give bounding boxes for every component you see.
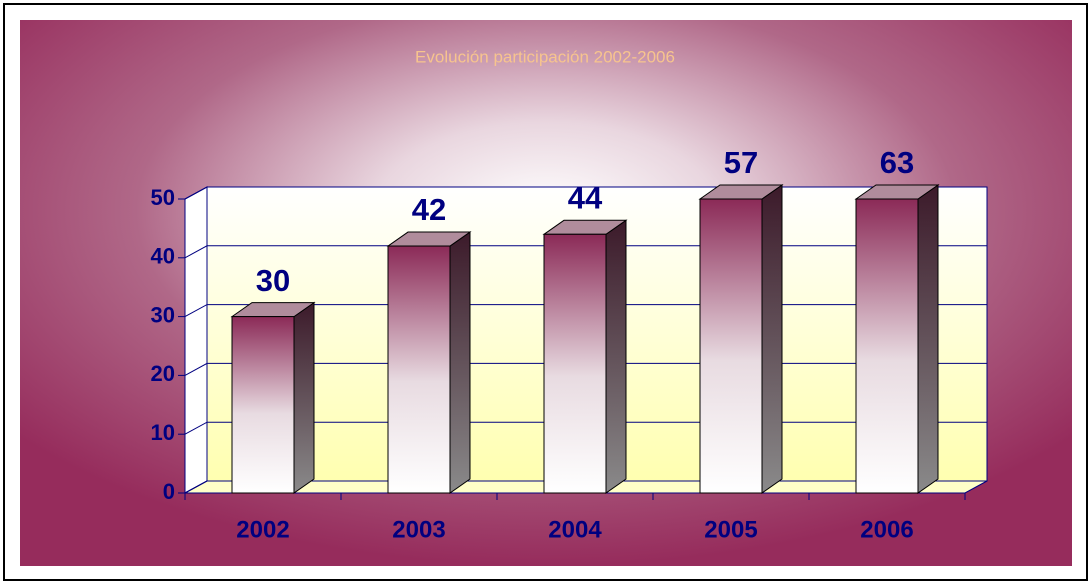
value-label: 30 bbox=[256, 263, 290, 298]
chart-title: Evolución participación 2002-2006 bbox=[415, 47, 675, 66]
bar bbox=[387, 245, 451, 494]
bar-side bbox=[917, 184, 939, 494]
bar bbox=[543, 233, 607, 494]
x-tick-label: 2005 bbox=[704, 516, 757, 543]
value-label: 57 bbox=[724, 145, 758, 180]
bar-side bbox=[449, 231, 471, 494]
bar bbox=[855, 198, 919, 494]
value-label: 63 bbox=[880, 145, 914, 180]
y-tick-label: 0 bbox=[163, 479, 175, 504]
x-tick-label: 2002 bbox=[236, 516, 289, 543]
bar-side bbox=[605, 219, 627, 494]
value-label: 44 bbox=[568, 180, 603, 215]
x-tick-label: 2006 bbox=[860, 516, 913, 543]
side-wall bbox=[184, 186, 208, 494]
bar bbox=[231, 316, 295, 494]
value-label: 42 bbox=[412, 192, 446, 227]
y-tick-label: 50 bbox=[151, 185, 175, 210]
y-tick-label: 40 bbox=[151, 244, 175, 269]
bar-side bbox=[293, 301, 315, 494]
x-tick-label: 2003 bbox=[392, 516, 445, 543]
bar-side bbox=[761, 184, 783, 494]
y-tick-label: 10 bbox=[151, 420, 175, 445]
bar bbox=[699, 198, 763, 494]
y-tick-label: 20 bbox=[151, 361, 175, 386]
x-tick-label: 2004 bbox=[548, 516, 602, 543]
y-tick-label: 30 bbox=[151, 302, 175, 327]
